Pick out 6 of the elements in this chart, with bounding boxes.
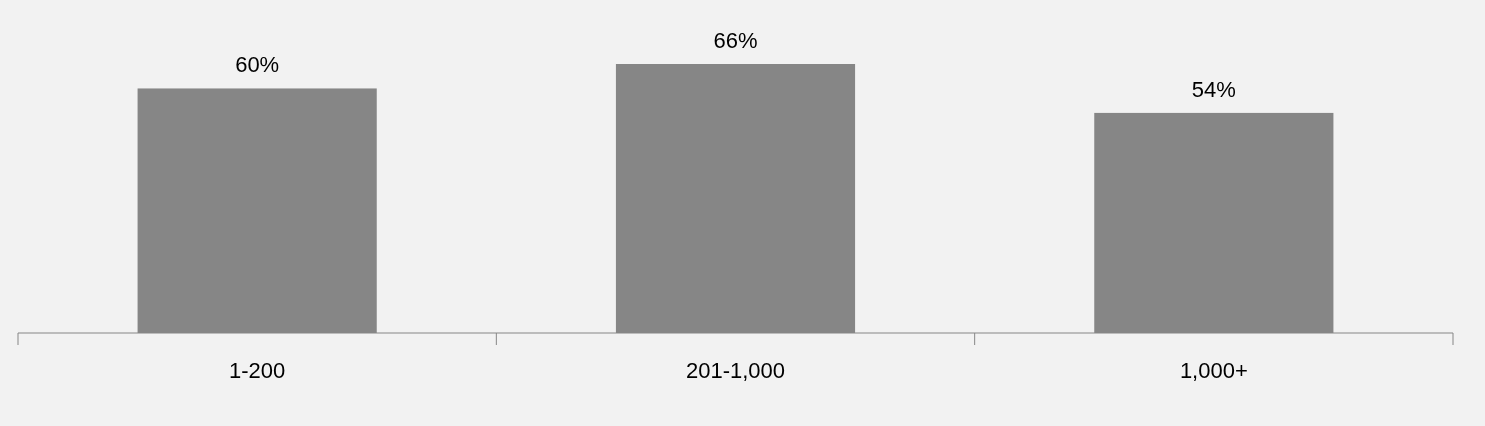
x-tick-label: 1-200	[229, 358, 286, 383]
x-tick-label: 201-1,000	[685, 358, 786, 383]
data-label: 60%	[235, 52, 280, 78]
data-label: 66%	[713, 28, 758, 53]
x-tick-label: 1,000+	[1179, 358, 1248, 383]
data-label: 54%	[1191, 76, 1236, 102]
